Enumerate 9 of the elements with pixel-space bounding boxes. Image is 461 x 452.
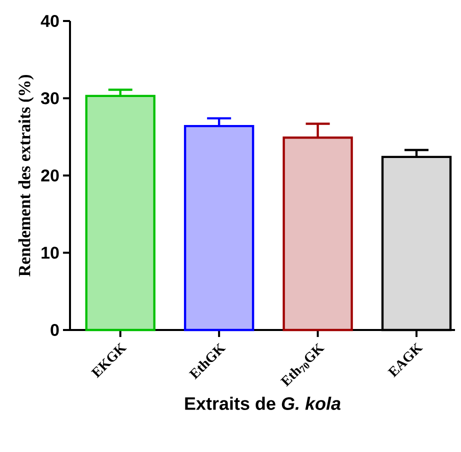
y-tick-label: 0 xyxy=(50,324,59,336)
y-tick-label: 40 xyxy=(40,14,59,28)
bar xyxy=(85,94,156,332)
x-axis-title: Extraits de G. kola xyxy=(185,396,340,410)
y-tick-label: 20 xyxy=(41,169,59,182)
y-tick-label: 30 xyxy=(40,92,59,104)
x-tick-label: Eth$_{70}$GK xyxy=(280,342,325,387)
y-axis-title: Rendement des extraits (%) xyxy=(18,74,34,276)
y-tick-label: 10 xyxy=(42,246,59,259)
